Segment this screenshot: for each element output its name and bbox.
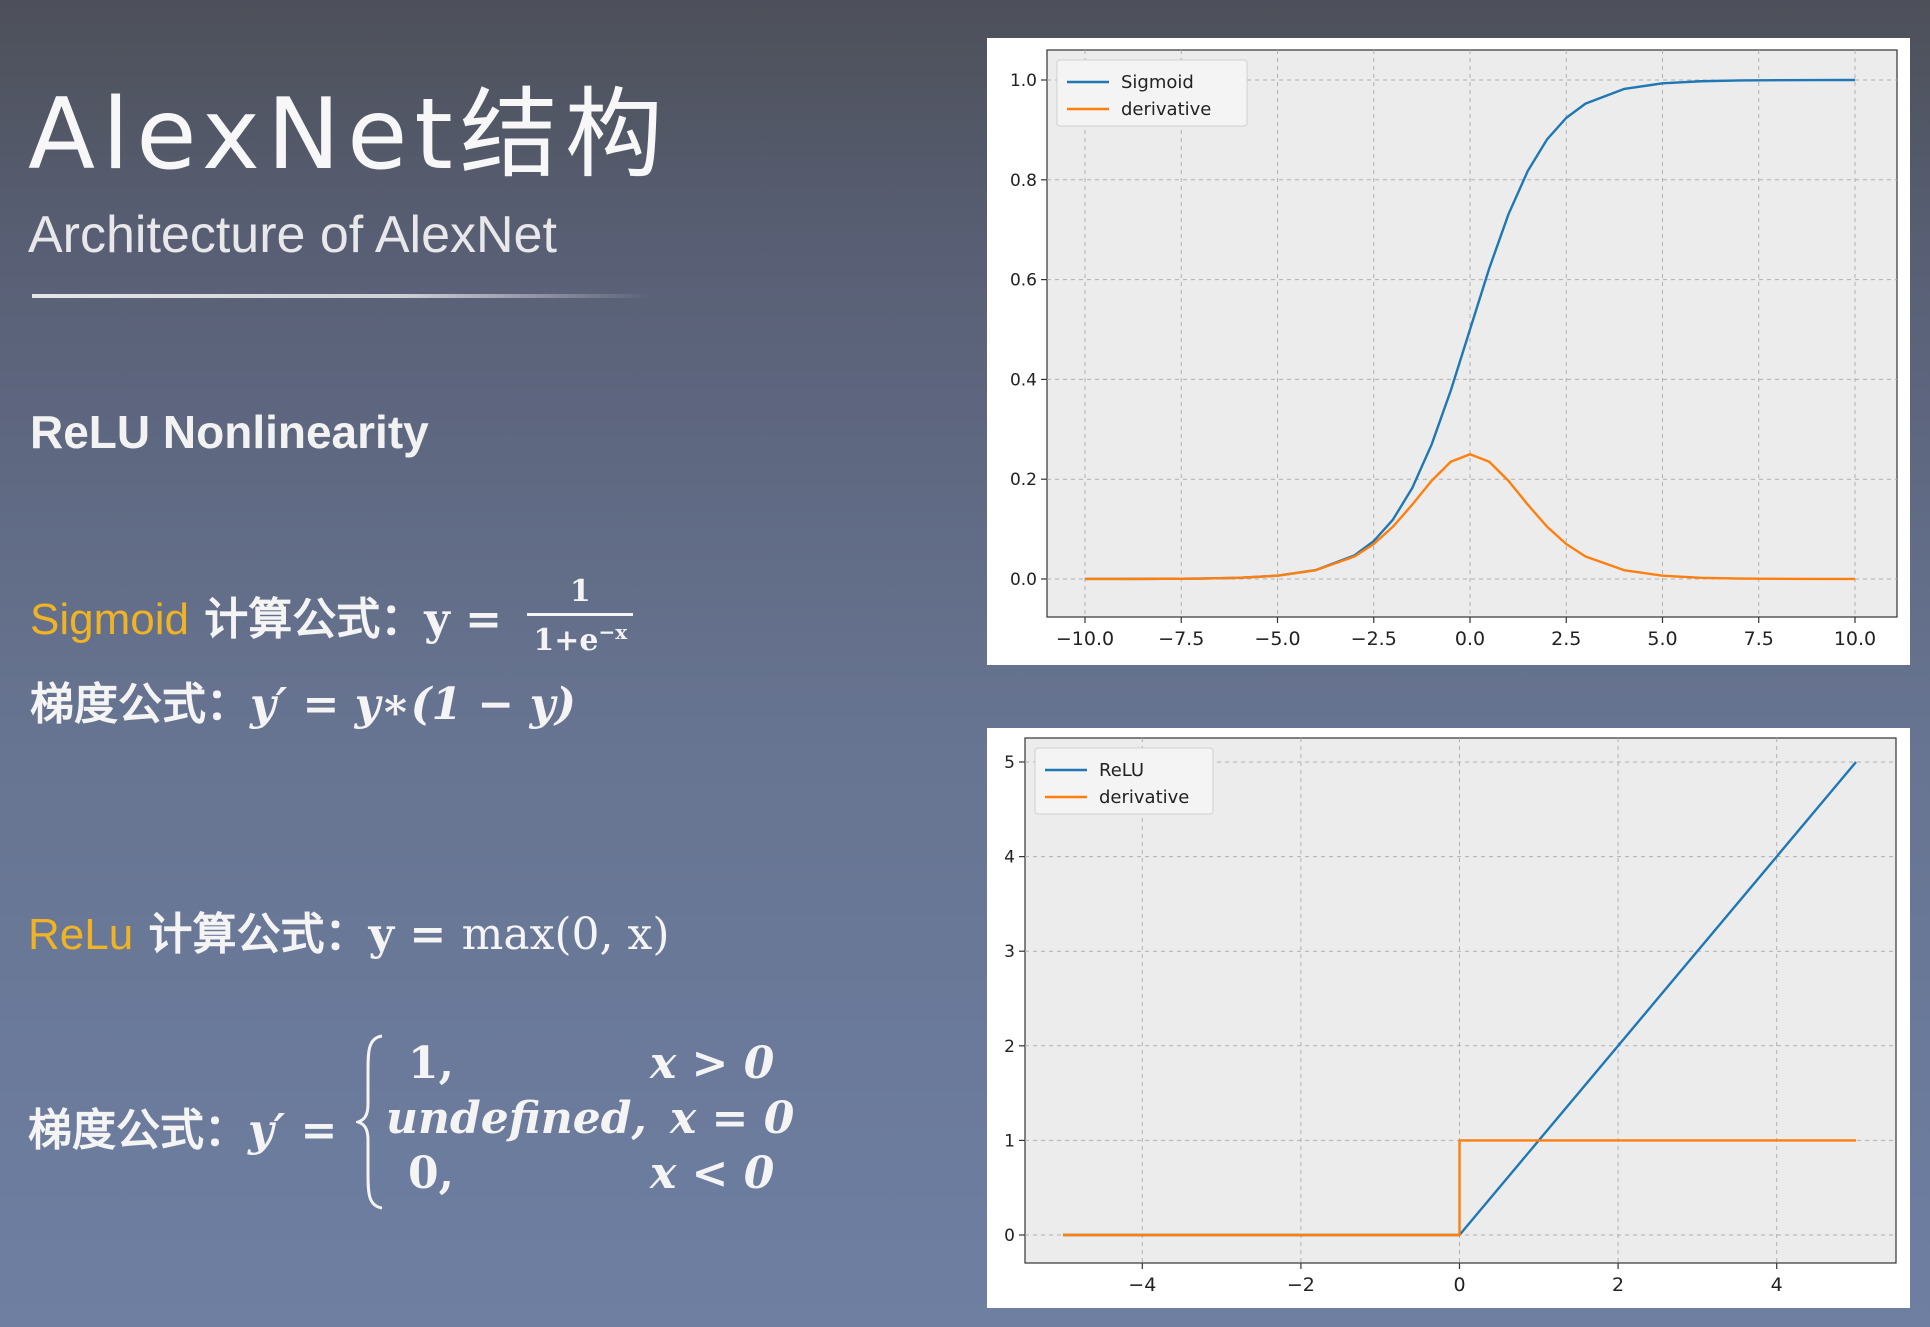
- relu-lhs: y =: [368, 909, 447, 960]
- sigmoid-x-tick-label: 5.0: [1647, 628, 1677, 650]
- title-divider: [32, 294, 652, 298]
- sigmoid-x-tick-label: −5.0: [1254, 628, 1300, 650]
- sigmoid-y-tick-label: 0.8: [1010, 171, 1037, 191]
- relu-y-tick-label: 2: [1004, 1037, 1015, 1057]
- relu-calc-label: 计算公式：: [133, 909, 369, 960]
- slide-text-area: AlexNet结构 Architecture of AlexNet ReLU N…: [0, 0, 960, 1327]
- relu-gradient-label-row: 梯度公式：y′ =: [28, 1094, 337, 1158]
- relu-y-tick-label: 1: [1004, 1131, 1015, 1151]
- relu-y-tick-label: 4: [1004, 848, 1015, 868]
- relu-legend-label-relu: ReLU: [1099, 760, 1144, 781]
- sigmoid-y-tick-label: 0.6: [1010, 271, 1037, 291]
- sigmoid-x-tick-label: 7.5: [1744, 628, 1774, 650]
- sigmoid-y-tick-label: 1.0: [1010, 71, 1037, 91]
- sigmoid-x-tick-label: 10.0: [1834, 628, 1876, 650]
- sigmoid-x-tick-label: −2.5: [1351, 628, 1397, 650]
- sigmoid-legend-label-derivative: derivative: [1121, 99, 1211, 120]
- relu-chart-panel: −4 −2 0 2 4 0 1 2 3 4 5 ReLU derivative: [987, 728, 1910, 1308]
- sigmoid-x-tick-label: −10.0: [1056, 628, 1114, 650]
- sigmoid-legend-label-sigmoid: Sigmoid: [1121, 72, 1194, 93]
- piecewise-brace: [356, 1034, 383, 1210]
- sigmoid-frac-den: 1+e−x: [527, 613, 634, 658]
- sigmoid-den-base: 1+e: [533, 623, 599, 658]
- relu-y-tick-label: 0: [1004, 1226, 1015, 1246]
- relu-chart: −4 −2 0 2 4 0 1 2 3 4 5 ReLU derivative: [1004, 737, 1897, 1296]
- sigmoid-formula: Sigmoid 计算公式：y = 1 1+e−x: [30, 574, 634, 664]
- relu-grad-lhs: y′ =: [248, 1105, 338, 1156]
- case-condition-1: x > 0: [650, 1038, 775, 1089]
- sigmoid-x-tick-label: −7.5: [1158, 628, 1204, 650]
- sigmoid-x-tick-label: 0.0: [1455, 628, 1485, 650]
- relu-x-tick-label: 4: [1771, 1274, 1783, 1296]
- relu-x-tick-label: −2: [1287, 1274, 1315, 1296]
- case-condition-3: x < 0: [650, 1148, 775, 1199]
- section-heading: ReLU Nonlinearity: [30, 406, 429, 458]
- relu-legend-label-derivative: derivative: [1099, 787, 1189, 808]
- sigmoid-den-exp: −x: [598, 620, 628, 644]
- sigmoid-chart: −10.0 −7.5 −5.0 −2.5 0.0 2.5 5.0 7.5 10.0 0.0 0.2 0…: [1010, 49, 1898, 650]
- case-value-3: 0,: [408, 1148, 454, 1199]
- sigmoid-grad-label: 梯度公式：: [30, 679, 250, 730]
- case-value-2: undefined,: [386, 1093, 647, 1144]
- relu-x-tick-label: 2: [1612, 1274, 1624, 1296]
- relu-grad-label: 梯度公式：: [28, 1105, 248, 1156]
- relu-gradient-cases: 1, x > 0 undefined, x = 0 0, x < 0: [370, 1030, 810, 1220]
- sigmoid-grad-expr: y′ = y∗(1 − y): [250, 679, 576, 730]
- relu-x-tick-label: 0: [1453, 1274, 1465, 1296]
- sigmoid-y-tick-label: 0.0: [1010, 570, 1037, 590]
- sigmoid-y-tick-label: 0.2: [1010, 470, 1037, 490]
- case-condition-2: x = 0: [670, 1093, 795, 1144]
- sigmoid-gradient: 梯度公式：y′ = y∗(1 − y): [30, 668, 576, 732]
- relu-name: ReLu: [28, 910, 134, 959]
- sigmoid-x-tick-label: 2.5: [1551, 628, 1581, 650]
- sigmoid-name: Sigmoid: [30, 595, 189, 644]
- relu-y-tick-label: 3: [1004, 942, 1015, 962]
- sigmoid-y-tick-label: 0.4: [1010, 370, 1037, 390]
- case-value-1: 1,: [408, 1038, 454, 1089]
- relu-formula: ReLu 计算公式：y = max(0, x): [28, 898, 670, 962]
- sigmoid-series-derivative-line: [1084, 453, 1856, 581]
- relu-y-tick-label: 5: [1004, 753, 1015, 773]
- relu-x-tick-label: −4: [1128, 1274, 1156, 1296]
- sigmoid-lhs: y =: [424, 594, 503, 645]
- slide-title: AlexNet结构: [28, 78, 670, 192]
- relu-series-derivative-line: [1063, 1139, 1856, 1237]
- sigmoid-calc-label: 计算公式：: [188, 594, 425, 645]
- sigmoid-chart-panel: −10.0 −7.5 −5.0 −2.5 0.0 2.5 5.0 7.5 10.0 0.0 0.2 0…: [987, 38, 1910, 665]
- sigmoid-fraction: 1 1+e−x: [527, 574, 634, 658]
- slide-subtitle: Architecture of AlexNet: [28, 206, 557, 264]
- sigmoid-plot-area: [1046, 49, 1898, 618]
- sigmoid-frac-num: 1: [569, 574, 591, 609]
- relu-expr: max(0, x): [461, 909, 670, 960]
